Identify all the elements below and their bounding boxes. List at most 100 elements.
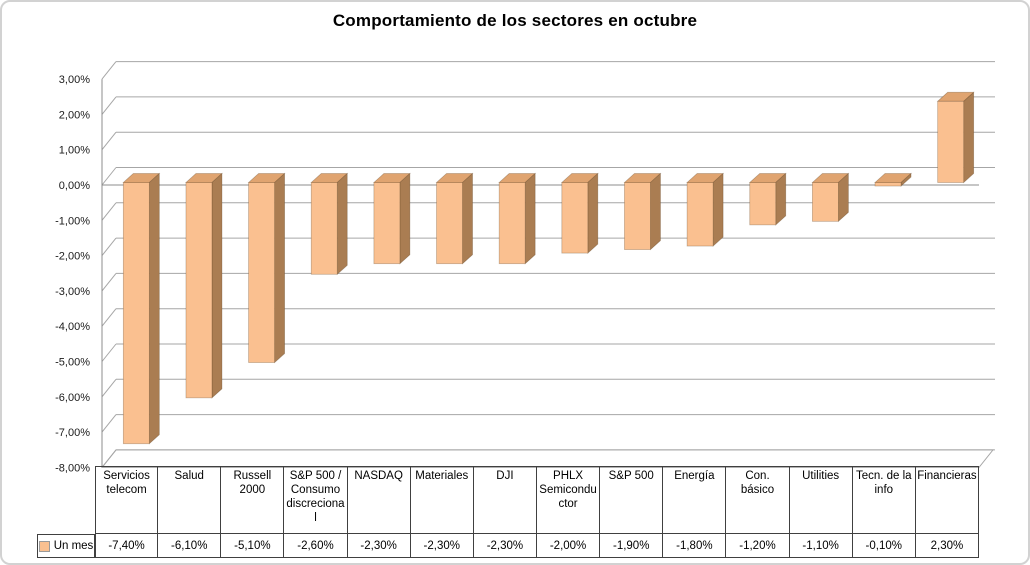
bar-3 bbox=[310, 172, 349, 276]
legend-cell: Un mes bbox=[37, 534, 95, 558]
bar-side-face bbox=[650, 172, 661, 251]
y-tick-label: -2,00% bbox=[55, 251, 90, 263]
value-cell: 2,30% bbox=[915, 534, 979, 558]
category-header-cell: Con. básico bbox=[726, 466, 790, 534]
bar-front-face bbox=[686, 182, 714, 247]
bar-side-face bbox=[712, 172, 724, 247]
bar-side-face bbox=[775, 172, 787, 226]
value-cell: -6,10% bbox=[158, 534, 222, 558]
bar-2 bbox=[247, 172, 286, 364]
category-header-cell: S&P 500 bbox=[600, 466, 664, 534]
category-header-cell: Salud bbox=[158, 466, 222, 534]
left-wall-tick-line bbox=[101, 414, 117, 433]
value-cell: -1,10% bbox=[789, 534, 853, 558]
bar-5 bbox=[435, 172, 474, 265]
legend-header-spacer bbox=[37, 466, 95, 534]
bar-10 bbox=[748, 172, 787, 226]
category-header-cell: Russell 2000 bbox=[221, 466, 285, 534]
y-tick-label: -4,00% bbox=[55, 321, 90, 333]
bar-front-face bbox=[874, 182, 902, 187]
value-cell: -7,40% bbox=[95, 534, 159, 558]
bar-side-face bbox=[399, 172, 411, 265]
category-header-cell: PHLX Semiconductor bbox=[536, 466, 601, 534]
bar-front-face bbox=[373, 182, 401, 265]
left-wall-tick-line bbox=[101, 61, 117, 80]
bar-side-face bbox=[462, 172, 473, 265]
value-cell: -1,80% bbox=[663, 534, 727, 558]
category-header-cell: Materiales bbox=[410, 466, 474, 534]
chart-title: Comportamiento de los sectores en octubr… bbox=[332, 11, 698, 30]
bar-8 bbox=[623, 172, 662, 251]
bar-4 bbox=[372, 172, 411, 265]
y-tick-label: -6,00% bbox=[55, 392, 90, 404]
y-tick-label: 3,00% bbox=[59, 74, 90, 86]
bar-side-face bbox=[587, 172, 599, 254]
bar-front-face bbox=[812, 182, 839, 222]
bar-front-face bbox=[624, 182, 651, 250]
legend-swatch bbox=[38, 540, 50, 552]
category-header-cell: Financieras bbox=[915, 466, 979, 534]
bar-front-face bbox=[185, 182, 213, 399]
bar-front-face bbox=[498, 182, 526, 265]
y-tick-label: -3,00% bbox=[55, 286, 90, 298]
bar-1 bbox=[184, 172, 223, 399]
value-cell: -1,90% bbox=[600, 534, 664, 558]
bar-side-face bbox=[838, 172, 849, 223]
bar-12 bbox=[874, 172, 913, 187]
y-tick-label: 2,00% bbox=[59, 109, 90, 121]
y-tick-label: -7,00% bbox=[55, 427, 90, 439]
value-cell: -0,10% bbox=[852, 534, 916, 558]
bar-13 bbox=[936, 91, 975, 184]
value-cell: -1,20% bbox=[726, 534, 790, 558]
bar-side-face bbox=[274, 172, 285, 364]
y-tick-label: -1,00% bbox=[55, 215, 90, 227]
y-tick-label: 1,00% bbox=[59, 145, 90, 157]
bar-front-face bbox=[436, 182, 463, 265]
legend-label: Un mes bbox=[53, 540, 94, 552]
y-tick-label: -5,00% bbox=[55, 357, 90, 369]
bar-side-face bbox=[524, 172, 536, 265]
left-wall-tick-line bbox=[101, 167, 117, 186]
category-header-cell: Servicios telecom bbox=[95, 466, 159, 534]
bar-side-face bbox=[148, 172, 160, 445]
bar-11 bbox=[811, 172, 850, 223]
y-tick-label: 0,00% bbox=[59, 180, 90, 192]
left-wall-tick-line bbox=[101, 378, 117, 398]
category-header-cell: DJI bbox=[473, 466, 537, 534]
left-wall-tick-line bbox=[101, 237, 117, 256]
bar-front-face bbox=[749, 182, 777, 226]
bar-front-face bbox=[310, 182, 338, 275]
bar-0 bbox=[122, 172, 161, 445]
bar-side-face bbox=[336, 172, 348, 276]
value-cell: -2,30% bbox=[410, 534, 474, 558]
left-wall-tick-line bbox=[101, 202, 117, 221]
category-header-cell: Tecn. de la info bbox=[852, 466, 916, 534]
bar-9 bbox=[686, 172, 725, 247]
bar-front-face bbox=[561, 182, 589, 254]
bar-side-face bbox=[900, 172, 912, 187]
data-table: Servicios telecom Salud Russell 2000 S&P 50… bbox=[37, 466, 979, 558]
floor-outline bbox=[100, 449, 995, 468]
bar-front-face bbox=[122, 182, 150, 445]
left-wall-tick-line bbox=[101, 131, 117, 151]
category-header-cell: Energía bbox=[663, 466, 727, 534]
left-wall-tick-line bbox=[101, 308, 117, 327]
left-wall-tick-line bbox=[101, 343, 117, 362]
bar-7 bbox=[560, 172, 599, 254]
bar-front-face bbox=[248, 182, 275, 363]
left-wall-tick-line bbox=[101, 273, 117, 292]
bar-side-face bbox=[963, 91, 975, 184]
value-cell: -2,60% bbox=[284, 534, 348, 558]
bar-6 bbox=[498, 172, 537, 265]
y-tick-label: -8,00% bbox=[55, 462, 90, 474]
bar-side-face bbox=[211, 172, 223, 399]
value-cell: -5,10% bbox=[221, 534, 285, 558]
value-cell: -2,30% bbox=[347, 534, 411, 558]
value-cell: -2,00% bbox=[536, 534, 601, 558]
category-header-cell: S&P 500 / Consumo discrecional bbox=[284, 466, 348, 534]
value-cell: -2,30% bbox=[473, 534, 537, 558]
bar-front-face bbox=[937, 100, 965, 183]
category-header-cell: Utilities bbox=[789, 466, 853, 534]
left-wall-tick-line bbox=[101, 96, 117, 115]
